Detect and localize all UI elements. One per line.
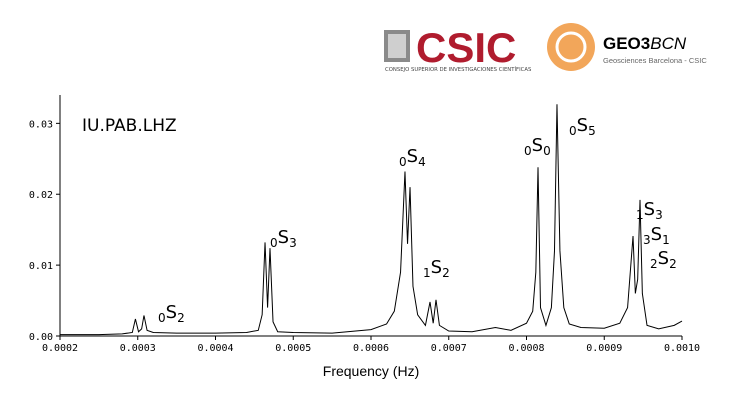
geo-ring bbox=[555, 31, 587, 63]
y-tick-label: 0.03 bbox=[29, 119, 53, 130]
mode-letter: S bbox=[166, 302, 177, 323]
mode-degree: 2 bbox=[669, 257, 677, 271]
x-tick-label: 0.0002 bbox=[42, 343, 78, 354]
mode-degree: 5 bbox=[588, 124, 596, 138]
mode-letter: S bbox=[431, 257, 442, 278]
mode-overtone: 3 bbox=[643, 233, 651, 247]
mode-degree: 2 bbox=[442, 266, 450, 280]
station-label: IU.PAB.LHZ bbox=[82, 116, 177, 136]
x-tick-label: 0.0004 bbox=[197, 343, 233, 354]
x-tick-label: 0.0010 bbox=[664, 343, 700, 354]
csic-text: CSIC bbox=[416, 24, 516, 71]
mode-letter: S bbox=[407, 146, 418, 167]
mode-degree: 4 bbox=[418, 155, 426, 169]
mode-label: 0S3 bbox=[270, 227, 297, 250]
geo-italic: BCN bbox=[650, 34, 687, 53]
logo-csic: CSIC CONSEJO SUPERIOR DE INVESTIGACIONES… bbox=[384, 24, 532, 73]
mode-label: 0S5 bbox=[569, 115, 596, 138]
mode-overtone: 0 bbox=[399, 155, 407, 169]
x-tick-label: 0.0009 bbox=[586, 343, 622, 354]
mode-label: 0S2 bbox=[158, 302, 185, 325]
mode-degree: 0 bbox=[543, 144, 551, 158]
mode-label: 3S1 bbox=[643, 224, 670, 247]
x-tick-label: 0.0008 bbox=[508, 343, 544, 354]
geo-circle bbox=[547, 23, 595, 71]
geo-caption: Geosciences Barcelona - CSIC bbox=[603, 56, 707, 65]
mode-letter: S bbox=[644, 199, 655, 220]
crest-inner bbox=[388, 34, 406, 58]
y-tick-label: 0.02 bbox=[29, 190, 53, 201]
mode-label: 2S2 bbox=[650, 248, 677, 271]
mode-letter: S bbox=[532, 135, 543, 156]
mode-degree: 2 bbox=[177, 311, 185, 325]
spectrum-line bbox=[60, 104, 683, 336]
mode-letter: S bbox=[651, 224, 662, 245]
logo-geo3bcn: GEO3BCN Geosciences Barcelona - CSIC bbox=[547, 23, 707, 71]
mode-letter: S bbox=[278, 227, 289, 248]
y-tick-label: 0.01 bbox=[29, 261, 53, 272]
mode-letter: S bbox=[658, 248, 669, 269]
mode-degree: 3 bbox=[289, 236, 297, 250]
mode-label: 1S2 bbox=[423, 257, 450, 280]
mode-label: 0S4 bbox=[399, 146, 426, 169]
csic-caption: CONSEJO SUPERIOR DE INVESTIGACIONES CIEN… bbox=[385, 66, 532, 73]
geo-bold: GEO3 bbox=[603, 34, 650, 53]
mode-overtone: 1 bbox=[423, 266, 431, 280]
mode-overtone: 0 bbox=[270, 236, 278, 250]
x-axis-label: Frequency (Hz) bbox=[323, 363, 419, 379]
mode-degree: 1 bbox=[662, 233, 670, 247]
geo-name: GEO3BCN bbox=[603, 34, 687, 53]
mode-overtone: 0 bbox=[524, 144, 532, 158]
mode-letter: S bbox=[577, 115, 588, 136]
mode-label: 0S0 bbox=[524, 135, 551, 158]
mode-overtone: 0 bbox=[569, 124, 577, 138]
mode-degree: 3 bbox=[655, 208, 663, 222]
x-tick-label: 0.0007 bbox=[431, 343, 467, 354]
x-tick-label: 0.0003 bbox=[120, 343, 156, 354]
y-tick-label: 0.00 bbox=[29, 332, 53, 343]
x-tick-label: 0.0006 bbox=[353, 343, 389, 354]
mode-overtone: 0 bbox=[158, 311, 166, 325]
mode-overtone: 2 bbox=[650, 257, 658, 271]
mode-label: 1S3 bbox=[636, 199, 663, 222]
x-tick-label: 0.0005 bbox=[275, 343, 311, 354]
mode-overtone: 1 bbox=[636, 208, 644, 222]
